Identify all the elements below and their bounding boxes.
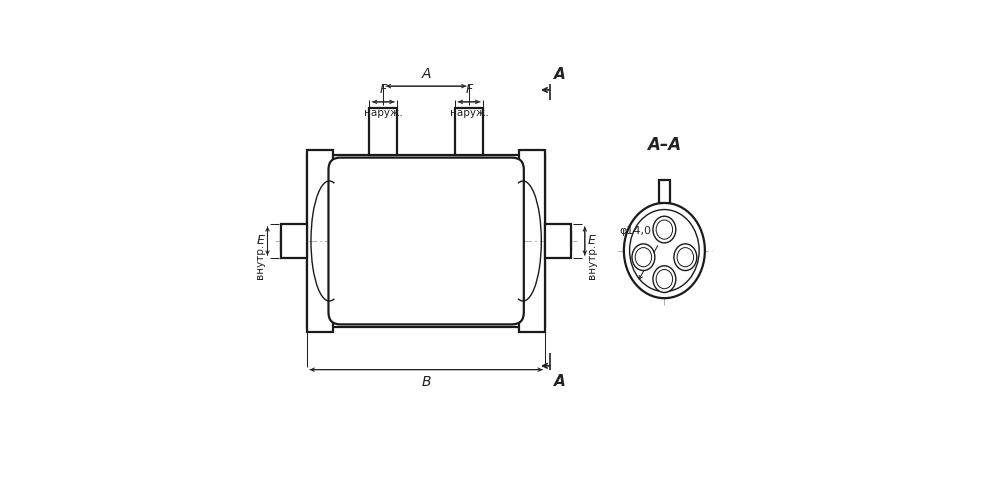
- Text: A–A: A–A: [647, 136, 681, 154]
- Text: φ14,0: φ14,0: [620, 226, 652, 236]
- Ellipse shape: [653, 266, 676, 293]
- Bar: [455, 107, 483, 155]
- Text: A: A: [554, 67, 566, 82]
- Text: E: E: [257, 235, 265, 247]
- Bar: [307, 155, 545, 327]
- Bar: [281, 224, 307, 258]
- Bar: [545, 224, 571, 258]
- Ellipse shape: [632, 244, 655, 270]
- FancyBboxPatch shape: [328, 158, 524, 324]
- Text: наруж.: наруж.: [450, 107, 488, 118]
- Text: E: E: [588, 235, 596, 247]
- Text: B: B: [421, 375, 431, 389]
- Ellipse shape: [656, 220, 673, 239]
- Ellipse shape: [635, 248, 652, 267]
- Ellipse shape: [624, 203, 705, 298]
- Text: A: A: [421, 67, 431, 81]
- Bar: [369, 107, 397, 155]
- Ellipse shape: [677, 248, 694, 267]
- Text: A: A: [554, 375, 566, 389]
- Text: F: F: [465, 83, 473, 96]
- Bar: [659, 180, 670, 203]
- Bar: [307, 150, 333, 332]
- Text: внутр.: внутр.: [255, 243, 265, 279]
- Ellipse shape: [674, 244, 697, 270]
- Bar: [519, 150, 545, 332]
- Ellipse shape: [653, 216, 676, 243]
- Ellipse shape: [630, 210, 699, 292]
- Text: наруж.: наруж.: [364, 107, 403, 118]
- Ellipse shape: [656, 269, 673, 289]
- Text: F: F: [380, 83, 387, 96]
- Text: внутр.: внутр.: [587, 243, 597, 279]
